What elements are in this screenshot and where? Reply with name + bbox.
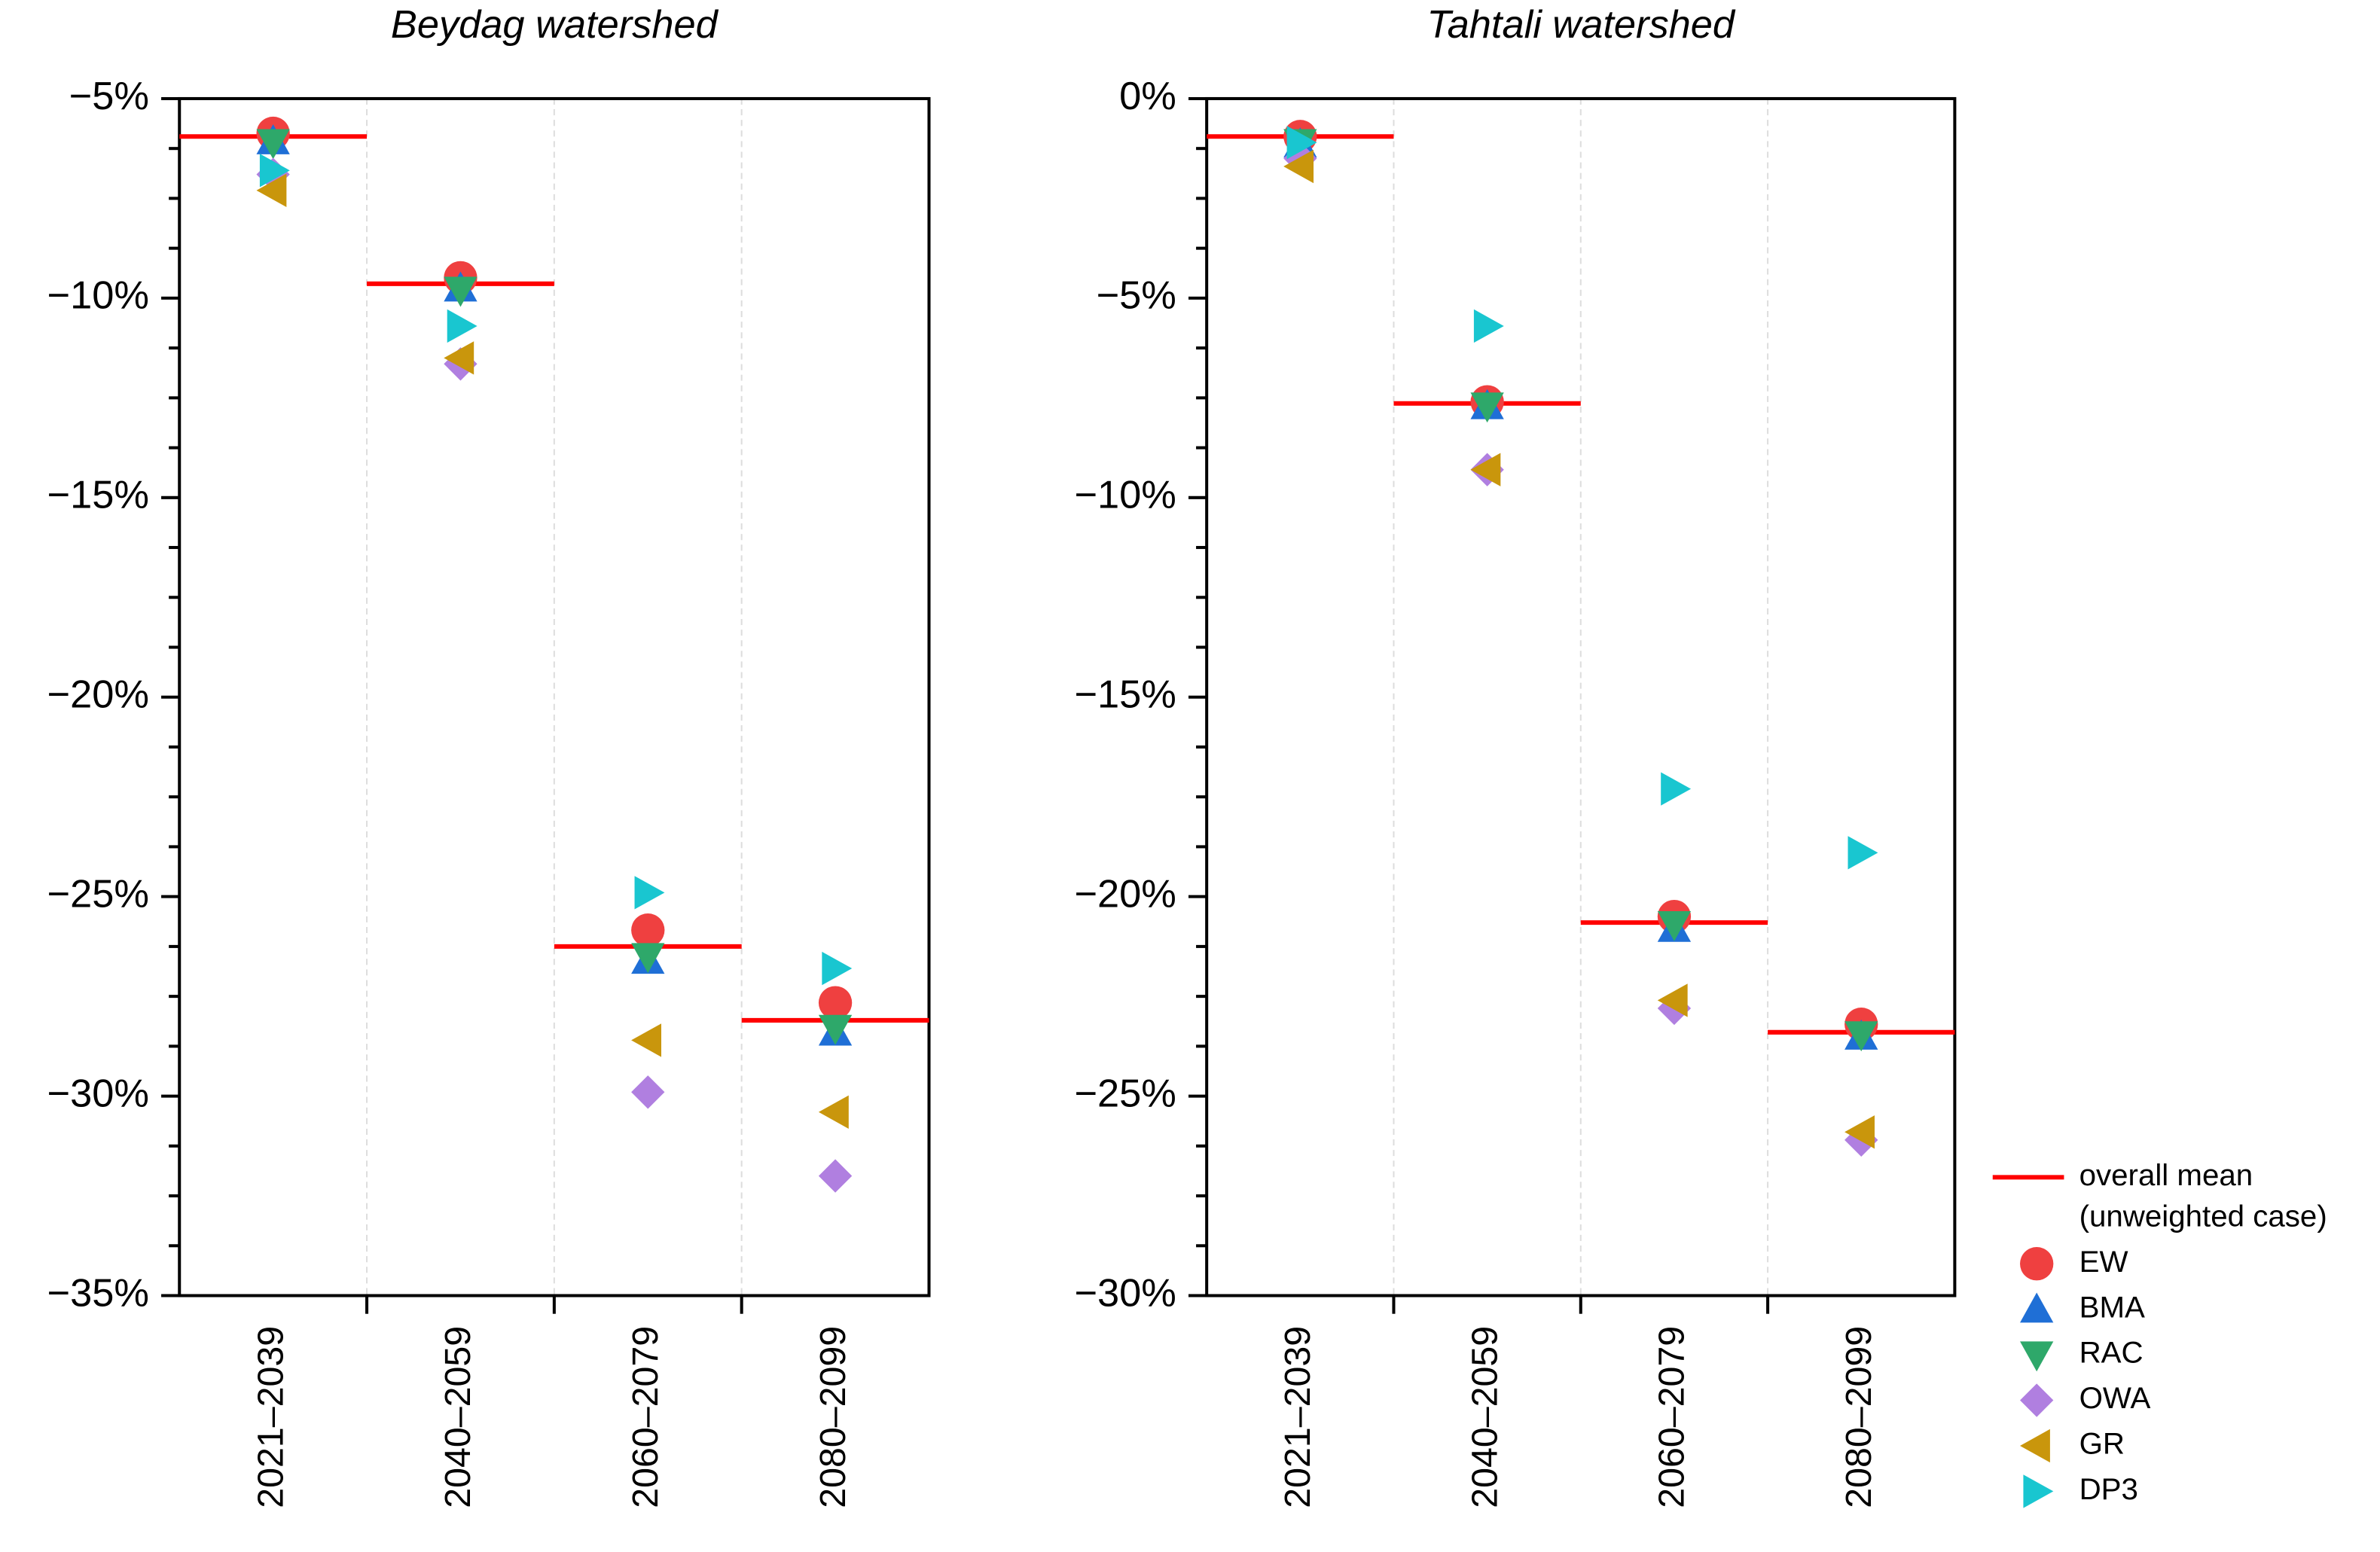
x-tick-label: 2040–2059	[1464, 1326, 1505, 1508]
point	[259, 154, 290, 188]
legend-label: GR	[2079, 1427, 2125, 1461]
y-tick-label: −5%	[1097, 274, 1176, 318]
point	[818, 1014, 853, 1045]
y-tick-label: 0%	[1119, 75, 1176, 118]
y-tick-label: −20%	[47, 673, 149, 717]
chart-title: Beydag watershed	[391, 3, 719, 47]
point	[1283, 149, 1314, 184]
y-tick-label: −5%	[69, 75, 149, 118]
point	[631, 943, 665, 974]
point	[1661, 772, 1692, 806]
y-tick-label: −30%	[47, 1072, 149, 1115]
legend-label: OWA	[2079, 1381, 2151, 1415]
legend-marker	[2023, 1474, 2054, 1508]
point	[256, 173, 287, 207]
y-tick-label: −20%	[1074, 873, 1176, 916]
point	[444, 341, 474, 375]
y-tick-label: −15%	[1074, 673, 1176, 717]
legend-label: (unweighted case)	[2079, 1199, 2327, 1233]
point	[1844, 1021, 1878, 1052]
x-tick-label: 2040–2059	[438, 1326, 478, 1508]
point	[1844, 1115, 1875, 1149]
x-tick-label: 2060–2079	[625, 1326, 666, 1508]
point	[818, 1095, 849, 1129]
point	[1848, 836, 1878, 870]
point	[1470, 453, 1501, 486]
point	[818, 986, 853, 1020]
point	[631, 913, 665, 947]
legend-label: BMA	[2079, 1290, 2145, 1324]
point	[1657, 911, 1692, 941]
point	[634, 876, 665, 910]
y-tick-label: −10%	[1074, 474, 1176, 517]
legend-label: DP3	[2079, 1472, 2138, 1506]
x-tick-label: 2021–2039	[1277, 1326, 1318, 1508]
legend-marker	[2020, 1292, 2054, 1323]
legend-marker	[2020, 1429, 2050, 1463]
x-tick-label: 2021–2039	[250, 1326, 291, 1508]
y-tick-label: −30%	[1074, 1271, 1176, 1315]
point	[1473, 309, 1504, 343]
legend-label: overall mean	[2079, 1158, 2253, 1192]
y-tick-label: −25%	[1074, 1072, 1176, 1115]
point	[631, 1023, 661, 1057]
x-tick-label: 2080–2099	[1838, 1326, 1879, 1508]
point	[822, 951, 853, 986]
point	[1657, 983, 1688, 1017]
legend-marker	[2020, 1247, 2054, 1281]
y-tick-label: −10%	[47, 274, 149, 318]
point	[631, 1075, 665, 1109]
y-tick-label: −35%	[47, 1271, 149, 1315]
point	[447, 309, 478, 343]
point	[818, 1159, 853, 1193]
legend-marker	[2020, 1383, 2054, 1417]
legend-marker	[2020, 1341, 2054, 1372]
x-tick-label: 2080–2099	[813, 1326, 853, 1508]
x-tick-label: 2060–2079	[1652, 1326, 1692, 1508]
point	[256, 129, 290, 160]
y-tick-label: −15%	[47, 474, 149, 517]
legend-label: RAC	[2079, 1336, 2144, 1370]
legend-label: EW	[2079, 1245, 2128, 1279]
y-tick-label: −25%	[47, 873, 149, 916]
point	[1286, 126, 1317, 160]
point	[444, 276, 478, 307]
point	[1470, 392, 1504, 423]
chart-title: Tahtali watershed	[1426, 3, 1735, 47]
